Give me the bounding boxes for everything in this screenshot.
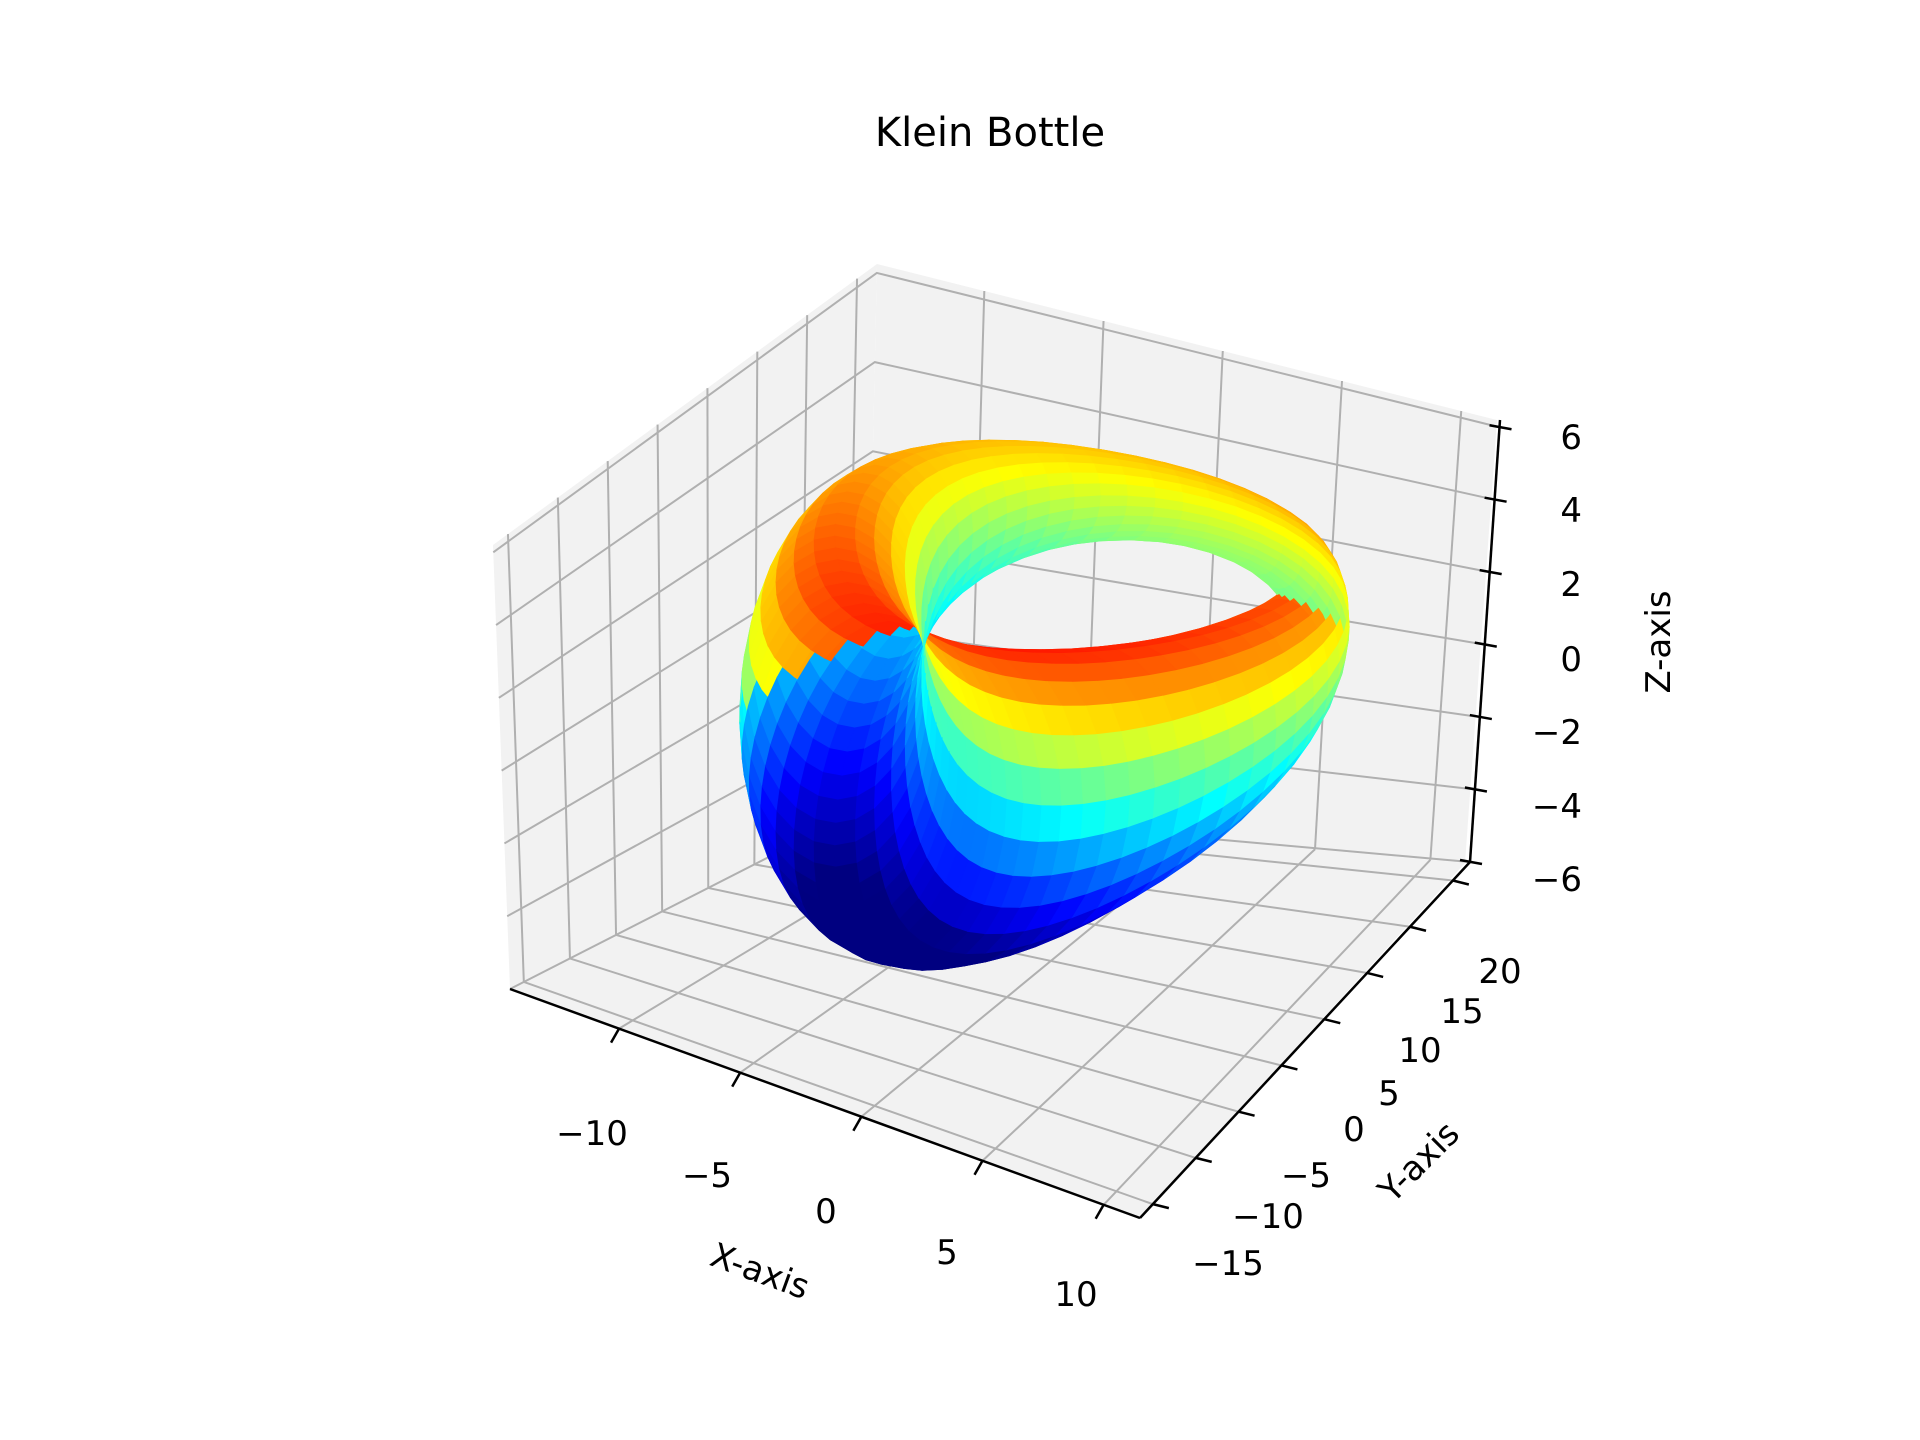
y-tick	[1409, 925, 1427, 932]
surface-patch	[1057, 768, 1083, 806]
y-tick-label: −5	[1281, 1156, 1331, 1196]
x-tick-label: −5	[682, 1156, 732, 1196]
surface-patch	[1116, 523, 1152, 532]
x-tick	[731, 1072, 742, 1088]
surface-patch	[1099, 483, 1129, 496]
x-gridline	[981, 848, 1316, 1162]
x-tick-labels: −10 −5 0 5 10	[556, 1114, 1098, 1315]
y-tick	[1195, 1156, 1213, 1164]
y-gridline	[661, 910, 1282, 1067]
x-gridline	[1102, 859, 1432, 1206]
surface-patch	[1019, 801, 1042, 842]
z-tick	[1479, 568, 1502, 576]
y-tick	[1323, 1017, 1341, 1025]
surface-patch	[1097, 472, 1129, 486]
surface-patch	[1037, 767, 1062, 806]
y-gridline	[569, 957, 1197, 1159]
y-tick-label: 20	[1478, 952, 1521, 992]
surface-patch	[813, 818, 837, 846]
x-tick-label: 0	[815, 1192, 837, 1232]
y-tick	[1238, 1110, 1255, 1117]
y-tick-label: −10	[1232, 1197, 1304, 1237]
x-tick-label: 10	[1054, 1275, 1097, 1315]
z-tick	[1464, 786, 1488, 793]
z-tick	[1469, 713, 1493, 721]
z-tick	[1484, 496, 1507, 503]
surface-patch	[1003, 797, 1024, 841]
surface-patch	[1042, 462, 1073, 475]
z-tick-label: −6	[1532, 860, 1582, 900]
x-tick	[1094, 1204, 1105, 1220]
chart-title: Klein Bottle	[875, 110, 1105, 156]
x-tick-label: −10	[556, 1114, 628, 1154]
y-gridline	[606, 461, 618, 935]
x-tick-label: 5	[936, 1233, 958, 1273]
x-tick	[973, 1160, 984, 1176]
y-axis-line	[1139, 861, 1471, 1219]
klein-bottle-surface	[739, 439, 1350, 971]
surface-patch	[1019, 764, 1042, 806]
y-gridline	[615, 933, 1239, 1113]
surface-patch	[1057, 802, 1083, 842]
y-gridline	[706, 388, 710, 888]
surface-patch	[1079, 799, 1106, 839]
z-tick-label: −4	[1532, 787, 1582, 827]
y-tick	[1281, 1064, 1298, 1071]
y-tick	[1452, 879, 1470, 886]
surface-patch	[1067, 462, 1099, 474]
y-tick-label: 15	[1440, 992, 1483, 1032]
surface-patch	[1099, 494, 1129, 507]
z-tick	[1489, 424, 1512, 431]
y-tick-label: 0	[1343, 1110, 1365, 1150]
y-tick-label: 10	[1398, 1031, 1441, 1071]
y-tick-label: −15	[1192, 1244, 1264, 1284]
x-axis-line	[509, 987, 1141, 1220]
surface-patch	[1071, 472, 1101, 485]
z-tick-label: 0	[1560, 640, 1582, 680]
surface-patch	[1341, 582, 1349, 611]
y-tick-labels: −15 −10 −5 0 5 10 15 20	[1192, 952, 1522, 1284]
x-tick	[609, 1028, 621, 1044]
z-tick-labels: −6 −4 −2 0 2 4 6	[1532, 418, 1582, 900]
z-tick-label: −2	[1532, 713, 1582, 753]
axes	[509, 419, 1512, 1220]
surface-patch	[1102, 761, 1131, 801]
z-tick-label: 2	[1560, 565, 1582, 605]
z-gridline	[492, 271, 1500, 554]
z-axis-label: Z-axis	[1639, 590, 1679, 693]
x-tick	[852, 1116, 863, 1132]
surface-patch	[834, 817, 857, 846]
surface-patch	[835, 794, 858, 823]
surface-patch	[1102, 793, 1131, 835]
y-gridline	[523, 981, 1154, 1206]
y-tick	[1152, 1202, 1170, 1210]
surface-patch	[815, 794, 839, 823]
y-gridline	[556, 497, 571, 959]
z-tick	[1459, 858, 1483, 866]
surface-patch	[1126, 755, 1155, 796]
z-tick-label: 6	[1560, 418, 1582, 458]
surface-patch	[1037, 804, 1062, 842]
z-gridline	[495, 361, 1495, 626]
surface-patch	[1121, 514, 1155, 525]
surface-patch	[1073, 494, 1102, 510]
z-tick-label: 4	[1560, 491, 1582, 531]
y-gridline	[506, 534, 525, 982]
y-tick-label: 5	[1378, 1074, 1400, 1114]
y-tick	[1366, 971, 1384, 979]
surface-patch	[1079, 765, 1106, 805]
surface-patch	[1097, 504, 1129, 517]
y-gridline	[656, 424, 664, 912]
z-tick	[1474, 641, 1497, 648]
surface-patch	[1073, 483, 1102, 498]
